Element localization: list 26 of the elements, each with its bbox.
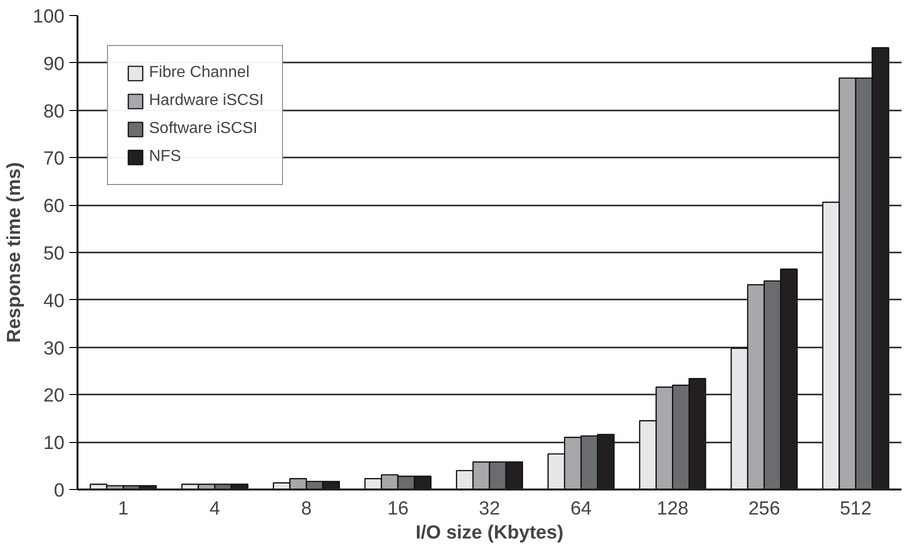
x-tick-label: 256 xyxy=(748,498,780,520)
y-tick-label: 40 xyxy=(43,290,65,312)
x-tick-label: 64 xyxy=(570,498,592,520)
legend-label: NFS xyxy=(149,148,181,166)
x-tick-label: 1 xyxy=(118,498,129,520)
legend-label: Software iSCSI xyxy=(149,120,258,138)
legend-label: Fibre Channel xyxy=(149,64,250,82)
legend-label: Hardware iSCSI xyxy=(149,92,264,110)
x-tick-label: 32 xyxy=(478,498,500,520)
y-tick-label: 80 xyxy=(43,101,65,122)
y-tick-label: 100 xyxy=(32,6,64,28)
x-tick-label: 16 xyxy=(387,498,409,520)
y-tick-label: 70 xyxy=(43,148,65,170)
x-tick-label: 512 xyxy=(840,498,872,520)
x-tick-label: 4 xyxy=(210,498,221,520)
y-tick-label: 20 xyxy=(43,386,65,407)
x-tick-label: 128 xyxy=(656,498,688,520)
y-tick-label: 90 xyxy=(43,54,65,75)
y-axis-title: Response time (ms) xyxy=(4,162,25,343)
y-tick-label: 60 xyxy=(43,196,65,218)
y-tick-label: 30 xyxy=(43,338,65,360)
y-tick-label: 0 xyxy=(54,480,65,502)
x-axis-title: I/O size (Kbytes) xyxy=(416,522,564,544)
y-tick-label: 10 xyxy=(43,433,65,454)
y-tick-label: 50 xyxy=(43,244,65,264)
x-tick-label: 8 xyxy=(301,498,312,520)
